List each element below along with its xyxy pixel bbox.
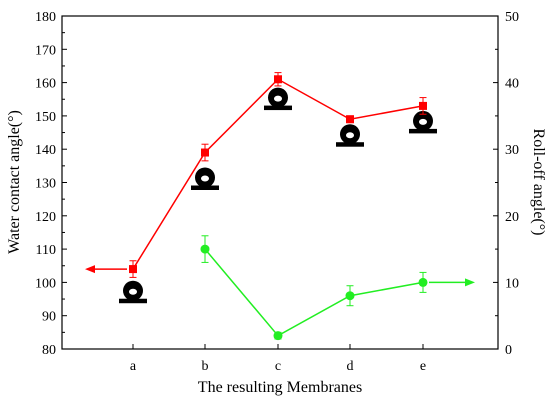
data-point (201, 148, 209, 157)
plot-frame (61, 15, 499, 350)
droplet-icon (409, 110, 437, 134)
substrate-bar (264, 105, 292, 111)
droplet-icon (336, 124, 364, 147)
right-y-tick-label: 10 (505, 276, 519, 291)
tick-labels: 80 90 100 110 120 130 140 150 160 170 180 0 10 20 30 40… (35, 10, 519, 374)
droplet-highlight (201, 175, 209, 182)
data-point (419, 101, 427, 110)
left-y-tick-label: 90 (42, 310, 56, 325)
substrate-bar (336, 142, 364, 147)
right-y-tick-label: 0 (505, 343, 512, 358)
left-y-tick-label: 140 (35, 143, 56, 158)
x-tick-label: e (420, 359, 426, 374)
left-y-tick-label: 120 (35, 210, 56, 225)
left-y-tick-label: 170 (35, 43, 56, 58)
data-point (273, 331, 283, 341)
droplet-highlight (274, 95, 282, 102)
right-y-tick-label: 50 (505, 10, 519, 25)
data-series (85, 72, 475, 341)
series-line (204, 248, 424, 337)
data-point (418, 277, 428, 287)
data-point (200, 244, 210, 254)
left-y-tick-label: 160 (35, 77, 56, 92)
data-point (346, 115, 354, 124)
droplet-icon (264, 87, 292, 111)
x-tick-label: c (275, 359, 281, 374)
droplet-icons (119, 87, 437, 304)
droplet-icon (119, 280, 147, 304)
data-point (345, 291, 355, 301)
left-y-tick-label: 110 (36, 243, 56, 258)
x-tick-label: a (130, 359, 137, 374)
axis-arrow-head (85, 265, 95, 274)
right-y-tick-label: 20 (505, 210, 519, 225)
substrate-bar (409, 128, 437, 134)
x-tick-label: d (347, 359, 354, 374)
right-y-tick-label: 30 (505, 143, 519, 158)
right-y-axis-label: Roll-off angle(°) (530, 129, 547, 236)
left-y-tick-label: 80 (42, 343, 56, 358)
x-axis-label: The resulting Membranes (198, 379, 362, 396)
droplet-icon (191, 167, 219, 190)
droplet-highlight (346, 132, 354, 139)
droplet-highlight (419, 118, 427, 125)
axis-arrow-head (465, 278, 475, 287)
left-y-tick-label: 130 (35, 177, 56, 192)
left-y-tick-label: 150 (35, 110, 56, 125)
left-y-tick-label: 100 (35, 276, 56, 291)
left-y-tick-label: 180 (35, 10, 56, 25)
substrate-bar (119, 298, 147, 304)
left-y-axis-label: Water contact angle(°) (6, 110, 23, 254)
substrate-bar (191, 185, 219, 190)
droplet-highlight (129, 288, 137, 295)
x-tick-label: b (202, 359, 209, 374)
data-point (129, 265, 137, 274)
right-y-tick-label: 40 (505, 77, 519, 92)
data-point (274, 75, 282, 84)
